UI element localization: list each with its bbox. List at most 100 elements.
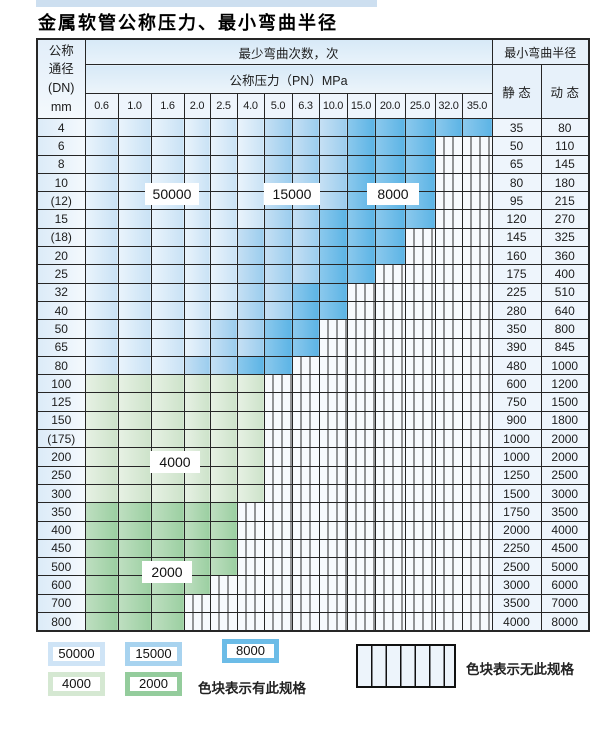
dn-value: 40 xyxy=(36,300,86,321)
dynamic-value: 2500 xyxy=(540,465,590,485)
static-value: 160 xyxy=(491,246,542,266)
spec-cell xyxy=(434,557,463,577)
dn-value: 125 xyxy=(36,392,86,412)
cycles-label-15000: 15000 xyxy=(264,183,320,205)
spec-cell xyxy=(434,410,463,431)
spec-cell xyxy=(150,264,185,284)
static-value: 225 xyxy=(491,282,542,302)
spec-cell xyxy=(263,465,293,485)
spec-cell xyxy=(236,319,265,339)
spec-cell xyxy=(404,282,436,302)
spec-cell xyxy=(404,227,436,248)
spec-cell xyxy=(117,429,152,449)
dynamic-header: 动 态 xyxy=(540,64,590,119)
dynamic-value: 1800 xyxy=(540,410,590,431)
spec-cell xyxy=(263,557,293,577)
pressure-tick: 5.0 xyxy=(263,93,293,119)
static-value: 3500 xyxy=(491,593,542,614)
spec-cell xyxy=(461,374,493,394)
spec-cell xyxy=(404,447,436,467)
spec-cell xyxy=(404,429,436,449)
spec-cell xyxy=(291,520,320,540)
spec-cell xyxy=(346,355,376,376)
spec-cell xyxy=(117,465,152,485)
spec-cell xyxy=(318,136,348,156)
legend-box-50000: 50000 xyxy=(48,642,105,666)
spec-cell xyxy=(117,483,152,504)
spec-cell xyxy=(434,264,463,284)
spec-cell xyxy=(374,337,406,357)
spec-cell xyxy=(263,502,293,522)
spec-cell xyxy=(291,227,320,248)
spec-cell xyxy=(117,300,152,321)
static-value: 1000 xyxy=(491,447,542,467)
spec-cell xyxy=(150,337,185,357)
dn-value: (18) xyxy=(36,227,86,248)
spec-cell xyxy=(117,136,152,156)
spec-cell xyxy=(183,538,211,559)
spec-cell xyxy=(404,483,436,504)
dynamic-value: 325 xyxy=(540,227,590,248)
legend-box-15000: 15000 xyxy=(125,642,182,666)
spec-cell xyxy=(404,355,436,376)
spec-cell xyxy=(183,520,211,540)
spec-cell xyxy=(374,483,406,504)
spec-cell xyxy=(236,264,265,284)
cycles-label-8000: 8000 xyxy=(367,183,419,205)
spec-cell xyxy=(84,337,119,357)
spec-cell xyxy=(150,209,185,229)
dn-value: 250 xyxy=(36,465,86,485)
spec-cell xyxy=(117,447,152,467)
spec-cell xyxy=(404,575,436,595)
pressure-tick: 1.0 xyxy=(117,93,152,119)
table-row: 20 160 360 xyxy=(36,246,590,266)
table-row: 100 600 1200 xyxy=(36,374,590,394)
spec-cell xyxy=(374,447,406,467)
spec-cell xyxy=(291,593,320,614)
pressure-tick: 4.0 xyxy=(236,93,265,119)
pressure-tick: 25.0 xyxy=(404,93,436,119)
dynamic-value: 4000 xyxy=(540,520,590,540)
spec-cell xyxy=(263,246,293,266)
spec-cell xyxy=(209,282,238,302)
spec-cell xyxy=(150,538,185,559)
spec-cell xyxy=(84,172,119,193)
spec-cell xyxy=(263,538,293,559)
spec-cell xyxy=(318,575,348,595)
spec-cell xyxy=(236,355,265,376)
spec-cell xyxy=(291,246,320,266)
table-row: 80 480 1000 xyxy=(36,355,590,376)
static-value: 3000 xyxy=(491,575,542,595)
spec-cell xyxy=(318,392,348,412)
table-row: 125 750 1500 xyxy=(36,392,590,412)
spec-cell xyxy=(236,117,265,138)
spec-cell xyxy=(84,374,119,394)
spec-cell xyxy=(374,136,406,156)
spec-cell xyxy=(84,410,119,431)
spec-cell xyxy=(150,429,185,449)
table-row: 250 1250 2500 xyxy=(36,465,590,485)
cycles-header: 最少弯曲次数，次 xyxy=(84,38,493,65)
spec-cell xyxy=(150,502,185,522)
spec-cell xyxy=(117,538,152,559)
spec-cell xyxy=(461,117,493,138)
pressure-tick: 2.0 xyxy=(183,93,211,119)
spec-cell xyxy=(374,209,406,229)
spec-cell xyxy=(461,447,493,467)
spec-cell xyxy=(461,502,493,522)
table-row: (18) 145 325 xyxy=(36,227,590,248)
spec-cell xyxy=(461,337,493,357)
spec-cell xyxy=(209,227,238,248)
spec-cell xyxy=(263,300,293,321)
spec-cell xyxy=(374,538,406,559)
spec-cell xyxy=(263,392,293,412)
spec-cell xyxy=(84,429,119,449)
spec-cell xyxy=(434,447,463,467)
spec-cell xyxy=(318,557,348,577)
spec-cell xyxy=(291,429,320,449)
table-row: 450 2250 4500 xyxy=(36,538,590,559)
spec-cell xyxy=(209,136,238,156)
spec-cell xyxy=(404,410,436,431)
spec-cell xyxy=(150,154,185,174)
cycles-label-2000: 2000 xyxy=(142,561,192,583)
